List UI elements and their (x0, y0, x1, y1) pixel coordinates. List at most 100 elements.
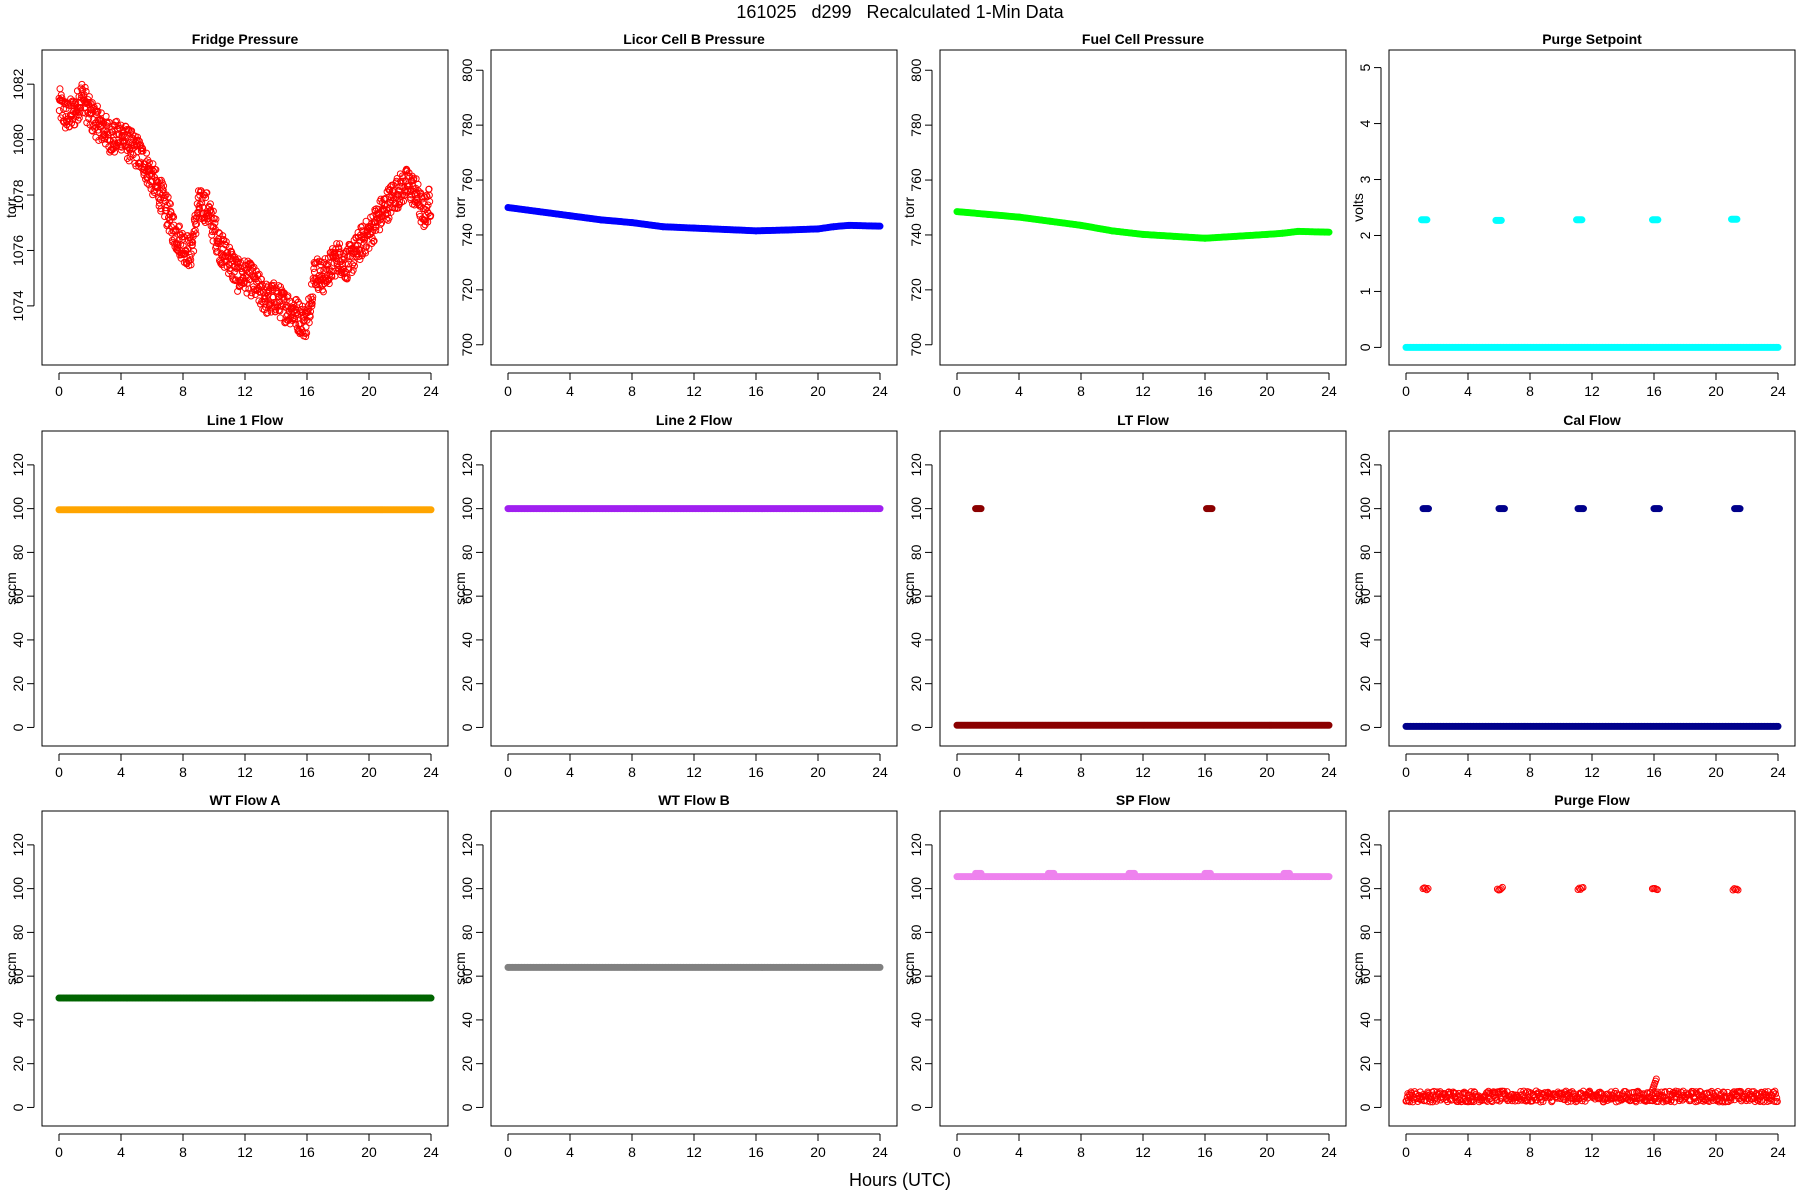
data-point (111, 148, 119, 156)
x-tick-label: 24 (872, 1144, 888, 1160)
y-tick-label: 780 (908, 113, 924, 137)
x-tick-label: 4 (1015, 764, 1023, 780)
panel-title: Fuel Cell Pressure (1082, 31, 1204, 47)
x-tick-label: 20 (1708, 1144, 1724, 1160)
y-tick-label: 800 (459, 58, 475, 82)
y-tick-label: 120 (908, 453, 924, 477)
data-point (319, 288, 327, 296)
x-tick-label: 24 (1321, 383, 1337, 399)
data-point (324, 261, 332, 269)
data-point (198, 199, 206, 207)
data-point (356, 256, 364, 264)
x-tick-label: 12 (1135, 1144, 1151, 1160)
data-point (257, 275, 265, 283)
data-point (61, 124, 69, 132)
y-tick-label: 1076 (10, 235, 26, 266)
data-point (1424, 505, 1432, 513)
y-tick-label: 100 (10, 877, 26, 901)
y-tick-label: 40 (10, 632, 26, 648)
x-tick-label: 0 (504, 764, 512, 780)
data-point (190, 247, 198, 255)
data-point (109, 128, 117, 136)
y-tick-label: 120 (459, 453, 475, 477)
data-point (234, 258, 242, 266)
data-point (1208, 505, 1216, 513)
x-tick-label: 20 (1708, 383, 1724, 399)
plot-frame (41, 430, 449, 747)
data-point (394, 204, 402, 212)
y-tick-label: 100 (10, 497, 26, 521)
y-tick-label: 20 (1357, 676, 1373, 692)
x-tick-label: 4 (1015, 1144, 1023, 1160)
data-point (276, 298, 284, 306)
data-point (317, 261, 325, 269)
plot-frame (490, 49, 898, 366)
data-point (170, 213, 178, 221)
data-point (149, 191, 157, 199)
x-tick-label: 16 (299, 1144, 315, 1160)
data-point (174, 223, 182, 231)
data-point (422, 211, 430, 219)
y-tick-label: 60 (908, 968, 924, 984)
data-point (1325, 873, 1333, 881)
data-point (121, 133, 129, 141)
y-tick-label: 100 (908, 497, 924, 521)
data-point (113, 117, 121, 125)
x-tick-label: 12 (1584, 1144, 1600, 1160)
data-point (264, 309, 272, 317)
y-tick-label: 1078 (10, 179, 26, 210)
data-point (322, 261, 330, 269)
x-tick-label: 20 (361, 383, 377, 399)
x-tick-label: 4 (117, 764, 125, 780)
data-point (370, 237, 378, 245)
x-tick-label: 16 (1646, 764, 1662, 780)
x-tick-label: 24 (423, 383, 439, 399)
data-point (977, 505, 985, 513)
y-axis-label: volts (1350, 193, 1366, 222)
panel-title: WT Flow A (209, 792, 280, 808)
data-point (172, 228, 180, 236)
data-point (182, 246, 190, 254)
y-tick-label: 740 (459, 223, 475, 247)
x-tick-label: 16 (748, 383, 764, 399)
x-tick-label: 16 (748, 764, 764, 780)
x-tick-label: 4 (117, 1144, 125, 1160)
y-tick-label: 40 (10, 1012, 26, 1028)
x-tick-label: 24 (423, 1144, 439, 1160)
data-point (302, 333, 310, 341)
y-tick-label: 60 (10, 968, 26, 984)
x-tick-label: 8 (179, 383, 187, 399)
data-point (202, 194, 210, 202)
y-tick-label: 120 (908, 833, 924, 857)
x-tick-label: 12 (686, 1144, 702, 1160)
data-point (256, 288, 264, 296)
data-point (214, 240, 222, 248)
data-point (190, 228, 198, 236)
y-tick-label: 720 (459, 278, 475, 302)
y-tick-label: 120 (10, 453, 26, 477)
data-point (162, 191, 170, 199)
data-point (276, 307, 284, 315)
data-point (222, 238, 230, 246)
data-point (168, 229, 176, 237)
x-tick-label: 4 (1464, 764, 1472, 780)
y-tick-label: 3 (1357, 175, 1373, 183)
data-point (139, 145, 147, 153)
y-tick-label: 0 (908, 1103, 924, 1111)
data-point (336, 240, 344, 248)
data-point (349, 249, 357, 257)
x-tick-label: 20 (1708, 764, 1724, 780)
x-tick-label: 20 (810, 764, 826, 780)
panel-title: Licor Cell B Pressure (623, 31, 765, 47)
data-point (392, 177, 400, 185)
data-point (192, 230, 200, 238)
x-tick-label: 12 (1584, 764, 1600, 780)
data-point (1774, 343, 1782, 351)
x-tick-label: 8 (1526, 383, 1534, 399)
x-tick-label: 24 (1770, 383, 1786, 399)
